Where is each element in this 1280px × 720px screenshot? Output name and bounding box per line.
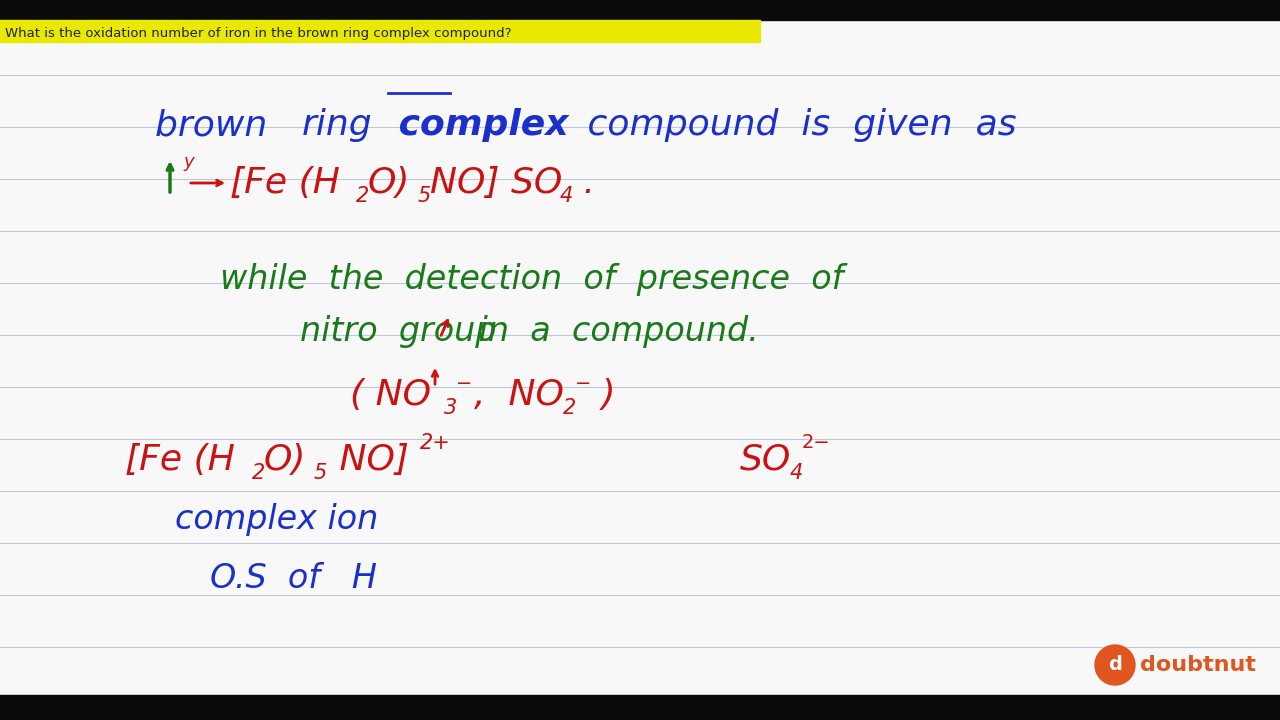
Text: [Fe (H: [Fe (H: [125, 443, 234, 477]
Text: NO]: NO]: [328, 443, 410, 477]
Text: 4: 4: [561, 186, 573, 206]
Text: doubtnut: doubtnut: [1140, 655, 1256, 675]
Text: O): O): [369, 166, 411, 200]
Text: 5: 5: [314, 463, 328, 483]
Text: O.S  of   H: O.S of H: [210, 562, 378, 595]
Text: 5: 5: [419, 186, 431, 206]
Text: 2+: 2+: [420, 433, 451, 453]
Text: ): ): [590, 378, 616, 412]
Text: while  the  detection  of  presence  of: while the detection of presence of: [220, 264, 844, 297]
Bar: [0, 20, 760, 42]
Text: in  a  compound.: in a compound.: [468, 315, 759, 348]
Text: nitro  group: nitro group: [300, 315, 497, 348]
Text: 2: 2: [356, 186, 369, 206]
Text: −: −: [575, 374, 591, 392]
Text: What is the oxidation number of iron in the brown ring complex compound?: What is the oxidation number of iron in …: [5, 27, 512, 40]
Text: 4: 4: [790, 463, 804, 483]
Text: 2: 2: [563, 398, 576, 418]
Text: NO] SO: NO] SO: [430, 166, 562, 200]
Text: d: d: [1108, 655, 1121, 675]
Text: compound  is  given  as: compound is given as: [576, 108, 1016, 142]
Text: 3: 3: [444, 398, 457, 418]
Text: −: −: [456, 374, 472, 392]
Text: SO: SO: [740, 443, 791, 477]
Text: complex ion: complex ion: [175, 503, 379, 536]
Text: y: y: [183, 153, 193, 171]
Text: 2: 2: [252, 463, 265, 483]
Text: 2−: 2−: [803, 433, 831, 452]
Text: ,  NO: , NO: [474, 378, 564, 412]
Text: ( NO: ( NO: [349, 378, 431, 412]
Circle shape: [1094, 645, 1135, 685]
Text: .: .: [572, 166, 595, 200]
Text: O): O): [264, 443, 306, 477]
Text: complex: complex: [387, 108, 568, 142]
Text: brown: brown: [155, 108, 279, 142]
Bar: [0, 0, 1280, 20]
Bar: [0, 695, 1280, 720]
Text: ring: ring: [302, 108, 372, 142]
Text: [Fe (H: [Fe (H: [230, 166, 340, 200]
